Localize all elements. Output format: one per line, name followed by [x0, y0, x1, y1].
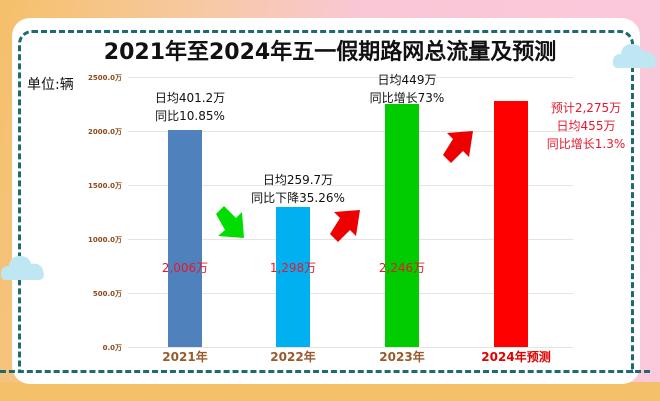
bar-value-label: 2,006万 — [161, 261, 209, 275]
y-tick: 0.0万 — [102, 344, 122, 352]
dashed-frame-bottom — [0, 370, 650, 373]
annotation-line: 日均449万 — [377, 73, 437, 87]
chart-card — [12, 18, 640, 384]
y-tick: 2500.0万 — [87, 74, 122, 82]
annotation-line: 预计2,275万 — [550, 101, 622, 115]
background-band — [0, 382, 660, 401]
cloud-icon — [0, 256, 44, 280]
dashed-frame — [18, 30, 634, 373]
x-label: 2023年 — [379, 350, 425, 364]
gridline — [128, 293, 573, 294]
annotation-line: 日均401.2万 — [154, 91, 226, 105]
annotation-line: 同比下降35.26% — [251, 191, 345, 205]
gridline — [128, 185, 573, 186]
annotation-line: 同比增长1.3% — [546, 137, 626, 151]
bar-2023 — [385, 104, 419, 347]
arrow-down-icon — [216, 206, 244, 238]
bar-value-label: 2,246万 — [378, 261, 426, 275]
cloud-icon — [612, 44, 656, 68]
bar-2022 — [276, 207, 310, 347]
y-tick: 1500.0万 — [87, 182, 122, 190]
bar-2021 — [168, 130, 202, 347]
annotation-line: 日均455万 — [556, 119, 616, 133]
gridline — [128, 131, 573, 132]
x-label-forecast: 2024年预测 — [481, 350, 551, 364]
arrow-up-icon — [443, 131, 473, 163]
gridline — [128, 239, 573, 240]
chart-title: 2021年至2024年五一假期路网总流量及预测 — [103, 40, 557, 65]
arrow-up-icon — [330, 210, 360, 242]
unit-label: 单位:辆 — [27, 77, 74, 93]
annotation-2024: 预计2,275万 日均455万 同比增长1.3% — [536, 99, 636, 153]
annotation-line: 同比10.85% — [155, 109, 225, 123]
bar-2024-forecast — [494, 101, 528, 347]
annotation-2023: 日均449万 同比增长73% — [352, 71, 462, 107]
gridline-axis — [128, 347, 573, 348]
y-tick: 500.0万 — [92, 290, 122, 298]
annotation-line: 同比增长73% — [369, 91, 445, 105]
gridline — [128, 77, 573, 78]
x-label: 2022年 — [270, 350, 316, 364]
y-tick: 2000.0万 — [87, 128, 122, 136]
bar-value-label: 1,298万 — [269, 261, 317, 275]
y-tick: 1000.0万 — [87, 236, 122, 244]
annotation-line: 日均259.7万 — [262, 173, 334, 187]
annotation-2022: 日均259.7万 同比下降35.26% — [238, 171, 358, 207]
x-label: 2021年 — [162, 350, 208, 364]
annotation-2021: 日均401.2万 同比10.85% — [140, 89, 240, 125]
